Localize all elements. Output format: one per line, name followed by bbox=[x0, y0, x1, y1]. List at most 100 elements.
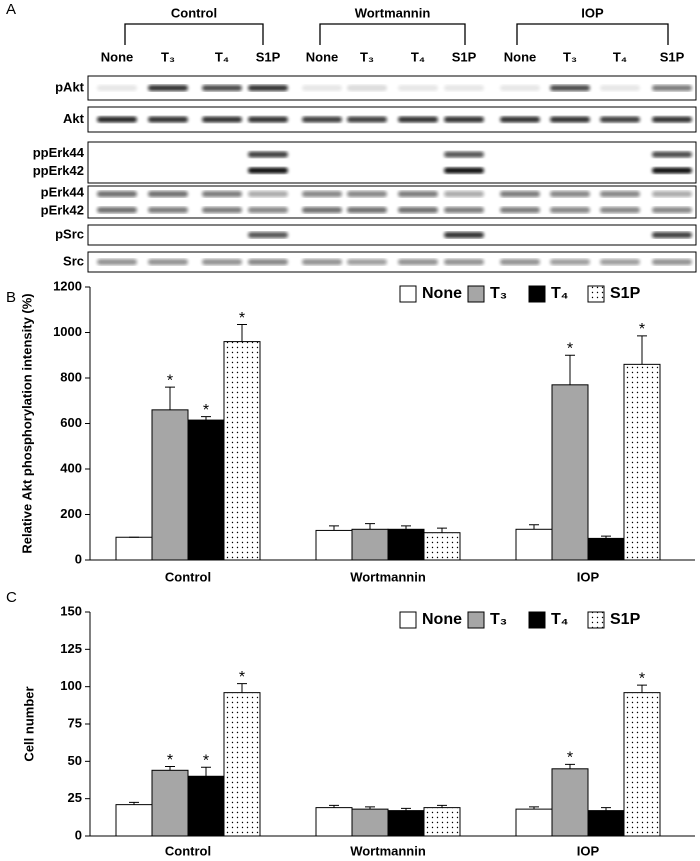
lane-label: T₃ bbox=[360, 49, 374, 64]
error-bar bbox=[601, 535, 611, 539]
significance-label: * bbox=[567, 750, 573, 767]
blot-frame bbox=[87, 251, 697, 273]
bar bbox=[187, 775, 225, 837]
panel-letter: C bbox=[6, 589, 17, 606]
error-bar bbox=[437, 804, 447, 808]
blot-band bbox=[600, 207, 640, 213]
blot-band bbox=[398, 116, 438, 123]
bar bbox=[387, 810, 425, 837]
x-tick-label: Wortmannin bbox=[350, 569, 426, 584]
blot-band bbox=[248, 151, 288, 158]
blot-band bbox=[202, 207, 242, 213]
error-bar bbox=[401, 525, 411, 530]
bar bbox=[115, 804, 153, 837]
blot-band bbox=[652, 151, 692, 158]
blot-band bbox=[398, 191, 438, 197]
blot-band bbox=[302, 116, 342, 123]
legend-label: T₃ bbox=[490, 611, 507, 628]
legend-swatch bbox=[467, 285, 485, 303]
bar bbox=[315, 807, 353, 837]
bar bbox=[115, 536, 153, 561]
legend-label: T₄ bbox=[551, 611, 568, 628]
y-tick-label: 0 bbox=[75, 551, 82, 566]
error-bar bbox=[201, 416, 211, 421]
significance-label: * bbox=[639, 670, 645, 687]
y-axis-label: Cell number bbox=[21, 686, 36, 761]
bar bbox=[423, 532, 461, 561]
lane-label: None bbox=[101, 49, 134, 64]
bar bbox=[515, 808, 553, 837]
blot-band bbox=[248, 207, 288, 213]
legend-label: T₄ bbox=[551, 285, 568, 302]
bar bbox=[223, 341, 261, 561]
error-bar bbox=[601, 807, 611, 811]
significance-label: * bbox=[167, 372, 173, 389]
error-bar bbox=[201, 766, 211, 777]
blot-band bbox=[398, 207, 438, 213]
blot-band bbox=[202, 191, 242, 197]
lane-label: T₃ bbox=[563, 49, 577, 64]
blot-band bbox=[652, 207, 692, 213]
blot-label: ppErk44 bbox=[33, 145, 85, 160]
bar bbox=[315, 529, 353, 561]
error-bar bbox=[437, 527, 447, 533]
error-bar bbox=[165, 766, 175, 771]
x-tick-label: IOP bbox=[577, 843, 600, 858]
x-tick-label: Wortmannin bbox=[350, 843, 426, 858]
y-axis-label: Relative Akt phosphorylation intensity (… bbox=[19, 293, 34, 553]
legend-label: S1P bbox=[610, 285, 641, 302]
blot-frame bbox=[87, 185, 697, 219]
blot-band bbox=[97, 207, 137, 213]
blot-band bbox=[347, 85, 387, 91]
error-bar bbox=[565, 763, 575, 769]
y-tick-label: 25 bbox=[68, 790, 82, 805]
blot-band bbox=[444, 207, 484, 213]
x-tick-label: Control bbox=[165, 843, 211, 858]
bar bbox=[223, 692, 261, 837]
y-tick-label: 400 bbox=[60, 460, 82, 475]
blot-band bbox=[97, 259, 137, 265]
blot-band bbox=[302, 85, 342, 91]
bar bbox=[423, 807, 461, 837]
blot-band bbox=[302, 207, 342, 213]
legend-label: None bbox=[422, 285, 462, 302]
blot-frame bbox=[87, 224, 697, 246]
blot-band bbox=[444, 191, 484, 197]
blot-band bbox=[148, 207, 188, 213]
blot-label: pErk44 bbox=[41, 184, 85, 199]
blot-band bbox=[97, 116, 137, 123]
significance-label: * bbox=[639, 321, 645, 338]
blot-band bbox=[500, 191, 540, 197]
significance-label: * bbox=[239, 669, 245, 686]
blot-band bbox=[652, 232, 692, 238]
legend-label: T₃ bbox=[490, 285, 507, 302]
bar bbox=[151, 769, 189, 837]
bar bbox=[623, 692, 661, 837]
error-bar bbox=[129, 801, 139, 805]
bar bbox=[351, 528, 389, 561]
blot-band bbox=[148, 85, 188, 91]
blot-band bbox=[444, 232, 484, 238]
error-bar bbox=[329, 525, 339, 531]
blot-label: Src bbox=[63, 253, 84, 268]
legend-swatch bbox=[528, 285, 546, 303]
y-tick-label: 200 bbox=[60, 506, 82, 521]
blot-band bbox=[500, 207, 540, 213]
group-label: Wortmannin bbox=[355, 5, 431, 20]
blot-band bbox=[444, 167, 484, 174]
bar bbox=[351, 808, 389, 837]
error-bar bbox=[401, 807, 411, 811]
y-tick-label: 100 bbox=[60, 678, 82, 693]
error-bar bbox=[565, 354, 575, 385]
bar bbox=[551, 768, 589, 837]
x-tick-label: IOP bbox=[577, 569, 600, 584]
blot-band bbox=[347, 259, 387, 265]
y-tick-label: 150 bbox=[60, 603, 82, 618]
legend-swatch bbox=[587, 285, 605, 303]
lane-label: T₄ bbox=[411, 49, 425, 64]
blot-band bbox=[550, 191, 590, 197]
blot-band bbox=[444, 151, 484, 158]
blot-label: pAkt bbox=[55, 79, 85, 94]
error-bar bbox=[365, 523, 375, 530]
